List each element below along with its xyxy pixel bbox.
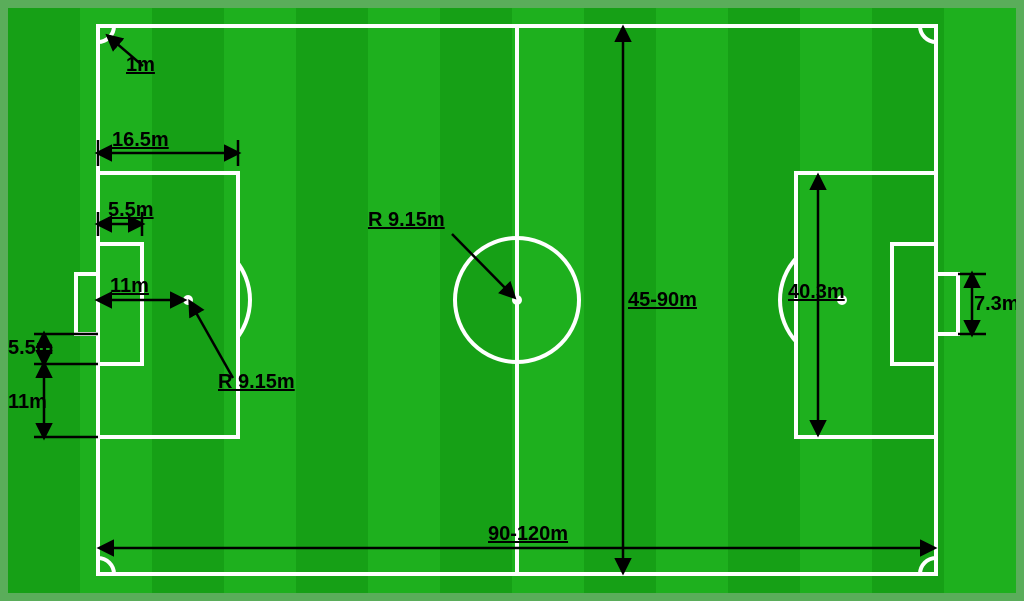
dim-goalarea-depth: 5.5m bbox=[98, 199, 154, 236]
dim-pitch-width-label: 45-90m bbox=[628, 289, 697, 311]
corner-arc-br bbox=[920, 558, 936, 574]
dim-penalty-depth: 16.5m bbox=[98, 129, 238, 166]
dim-pitch-width: 45-90m bbox=[623, 28, 697, 572]
dim-pitch-length-label: 90-120m bbox=[488, 523, 568, 545]
dim-penalty-spot: 11m bbox=[98, 275, 184, 300]
corner-arc-tr bbox=[920, 26, 936, 42]
dim-penalty-depth-label: 16.5m bbox=[112, 129, 169, 151]
dim-11-vert: 11m bbox=[8, 364, 98, 437]
dim-pitch-length: 90-120m bbox=[100, 523, 934, 548]
goal-area-right bbox=[892, 244, 936, 364]
dim-center-radius-label: R 9.15m bbox=[368, 209, 445, 231]
pitch-container: 1m 16.5m 5.5m 11m 5.5m bbox=[8, 8, 1016, 593]
dim-goal-width: 7.3m bbox=[958, 274, 1016, 334]
dim-5p5-vert-label: 5.5m bbox=[8, 337, 54, 359]
dim-goal-width-label: 7.3m bbox=[974, 293, 1016, 315]
dim-penalty-spot-label: 11m bbox=[110, 275, 149, 297]
dim-5p5-vert: 5.5m bbox=[8, 334, 98, 364]
goal-left bbox=[76, 274, 98, 334]
dim-penalty-arc-label: R 9.15m bbox=[218, 371, 295, 393]
corner-arc-bl bbox=[98, 558, 114, 574]
dim-goalarea-depth-label: 5.5m bbox=[108, 199, 154, 221]
goal-right bbox=[936, 274, 958, 334]
goal-area-left bbox=[98, 244, 142, 364]
dim-center-radius-line bbox=[452, 234, 514, 297]
dim-corner-label: 1m bbox=[126, 54, 155, 76]
dim-penalty-arc-line bbox=[190, 302, 233, 378]
dim-11-vert-label: 11m bbox=[8, 391, 47, 413]
pitch-diagram: 1m 16.5m 5.5m 11m 5.5m bbox=[8, 8, 1016, 593]
dim-penalty-width-label: 40.3m bbox=[788, 281, 845, 303]
